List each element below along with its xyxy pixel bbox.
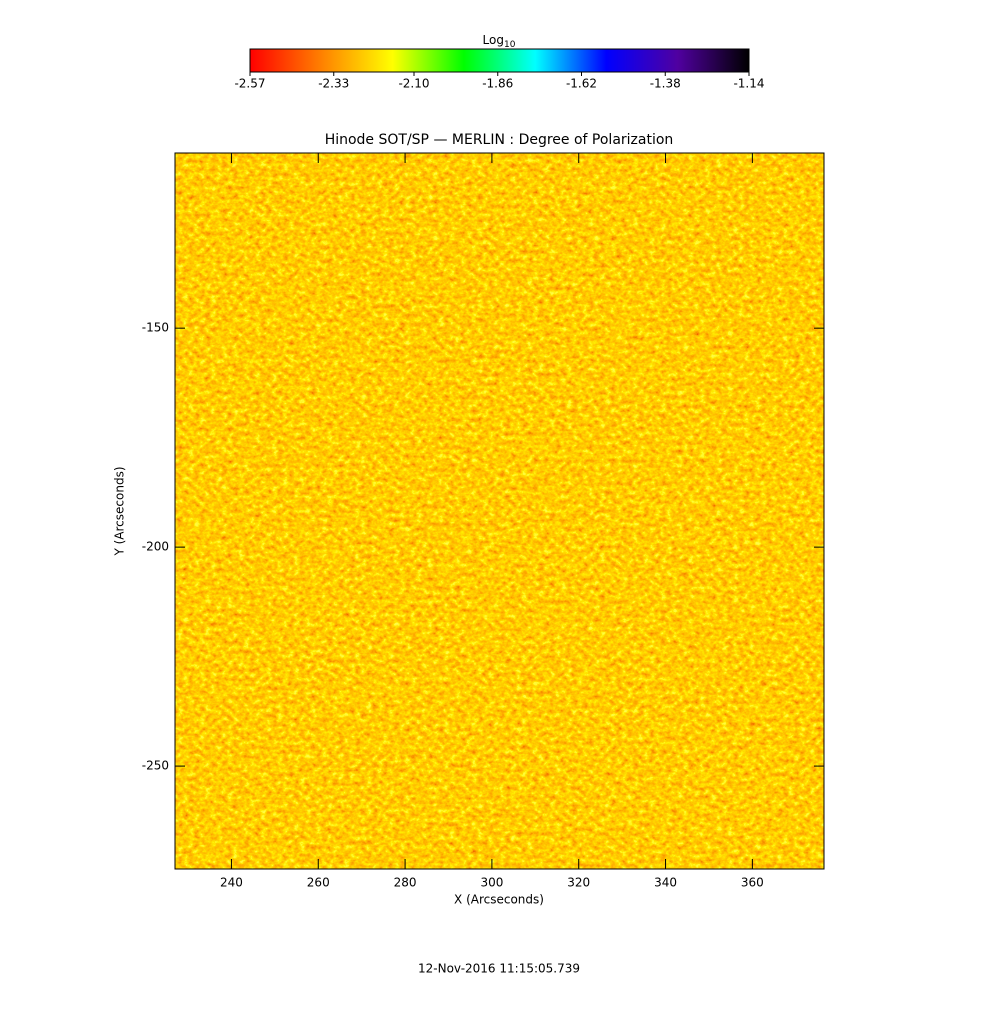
y-tick-label: -250 [142, 759, 169, 773]
colorbar-title-text: Log [483, 33, 504, 47]
date-stamp: 12-Nov-2016 11:15:05.739 [418, 962, 580, 976]
colorbar [249, 48, 750, 73]
colorbar-tick-label: -1.62 [566, 77, 597, 91]
colorbar-tick-label: -2.10 [398, 77, 429, 91]
y-tick-label: -200 [142, 540, 169, 554]
colorbar-tick-label: -2.57 [234, 77, 265, 91]
colorbar-title-subscript: 10 [504, 40, 516, 50]
y-axis-label: Y (Arcseconds) [113, 466, 127, 556]
colorbar-tick-label: -1.86 [482, 77, 513, 91]
x-tick-label: 300 [480, 876, 503, 890]
colorbar-title: Log10 [483, 33, 516, 50]
colorbar-tick-label: -1.38 [650, 77, 681, 91]
colorbar-tick-label: -2.33 [318, 77, 349, 91]
x-tick-label: 360 [741, 876, 764, 890]
x-tick-label: 320 [567, 876, 590, 890]
x-axis-label: X (Arcseconds) [454, 893, 544, 907]
x-tick-label: 240 [220, 876, 243, 890]
y-tick-label: -150 [142, 321, 169, 335]
x-tick-label: 280 [394, 876, 417, 890]
x-tick-label: 260 [307, 876, 330, 890]
chart-title: Hinode SOT/SP — MERLIN : Degree of Polar… [325, 132, 674, 148]
x-tick-label: 340 [654, 876, 677, 890]
plot-frame [174, 152, 825, 870]
colorbar-tick-label: -1.14 [733, 77, 764, 91]
image-field [175, 153, 824, 869]
